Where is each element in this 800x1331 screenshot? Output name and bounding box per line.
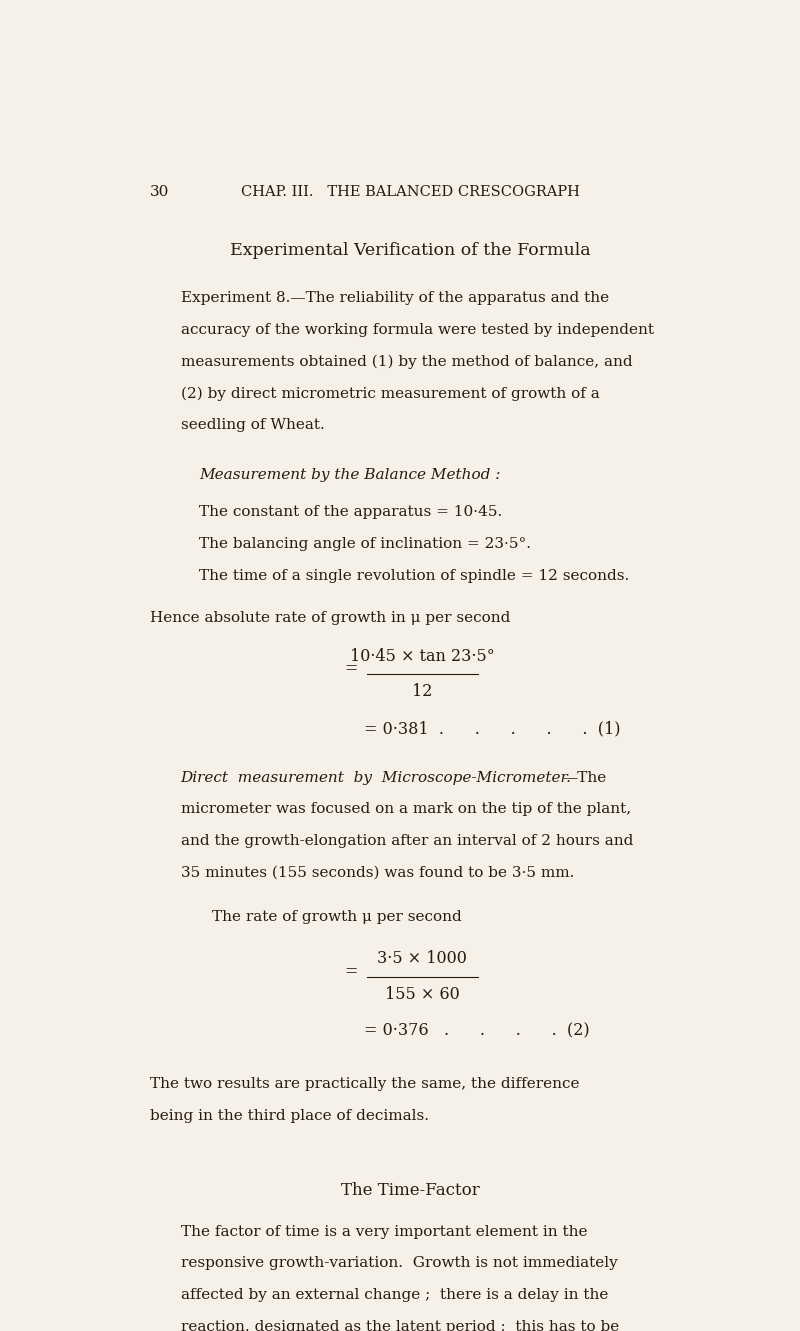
Text: measurements obtained (1) by the method of balance, and: measurements obtained (1) by the method … (181, 354, 632, 369)
Text: The constant of the apparatus = 10·45.: The constant of the apparatus = 10·45. (199, 504, 502, 519)
Text: The time of a single revolution of spindle = 12 seconds.: The time of a single revolution of spind… (199, 568, 630, 583)
Text: (2) by direct micrometric measurement of growth of a: (2) by direct micrometric measurement of… (181, 386, 599, 401)
Text: 155 × 60: 155 × 60 (385, 986, 460, 1002)
Text: reaction, designated as the latent period ;  this has to be: reaction, designated as the latent perio… (181, 1320, 619, 1331)
Text: —The: —The (562, 771, 606, 784)
Text: responsive growth-variation.  Growth is not immediately: responsive growth-variation. Growth is n… (181, 1256, 618, 1270)
Text: The two results are practically the same, the difference: The two results are practically the same… (150, 1077, 579, 1091)
Text: Experimental Verification of the Formula: Experimental Verification of the Formula (230, 242, 590, 258)
Text: Hence absolute rate of growth in μ per second: Hence absolute rate of growth in μ per s… (150, 611, 510, 624)
Text: =: = (344, 962, 358, 980)
Text: = 0·381  .      .      .      .      .  (1): = 0·381 . . . . . (1) (363, 720, 620, 737)
Text: The rate of growth μ per second: The rate of growth μ per second (211, 910, 462, 924)
Text: 3·5 × 1000: 3·5 × 1000 (378, 950, 467, 966)
Text: =: = (344, 660, 358, 677)
Text: Experiment 8.—The reliability of the apparatus and the: Experiment 8.—The reliability of the app… (181, 291, 609, 305)
Text: The balancing angle of inclination = 23·5°.: The balancing angle of inclination = 23·… (199, 536, 531, 551)
Text: and the growth-elongation after an interval of 2 hours and: and the growth-elongation after an inter… (181, 835, 633, 848)
Text: 35 minutes (155 seconds) was found to be 3·5 mm.: 35 minutes (155 seconds) was found to be… (181, 866, 574, 880)
Text: CHAP. III.   THE BALANCED CRESCOGRAPH: CHAP. III. THE BALANCED CRESCOGRAPH (241, 185, 579, 200)
Text: The Time-Factor: The Time-Factor (341, 1182, 479, 1198)
Text: The factor of time is a very important element in the: The factor of time is a very important e… (181, 1225, 587, 1239)
Text: seedling of Wheat.: seedling of Wheat. (181, 418, 324, 433)
Text: 12: 12 (412, 683, 433, 700)
Text: being in the third place of decimals.: being in the third place of decimals. (150, 1109, 429, 1123)
Text: 30: 30 (150, 185, 169, 200)
Text: Measurement by the Balance Method :: Measurement by the Balance Method : (199, 469, 501, 482)
Text: = 0·376   .      .      .      .  (2): = 0·376 . . . . (2) (363, 1022, 589, 1040)
Text: 10·45 × tan 23·5°: 10·45 × tan 23·5° (350, 648, 494, 664)
Text: affected by an external change ;  there is a delay in the: affected by an external change ; there i… (181, 1288, 608, 1302)
Text: accuracy of the working formula were tested by independent: accuracy of the working formula were tes… (181, 322, 654, 337)
Text: Direct  measurement  by  Microscope-Micrometer.: Direct measurement by Microscope-Microme… (181, 771, 571, 784)
Text: micrometer was focused on a mark on the tip of the plant,: micrometer was focused on a mark on the … (181, 803, 630, 816)
